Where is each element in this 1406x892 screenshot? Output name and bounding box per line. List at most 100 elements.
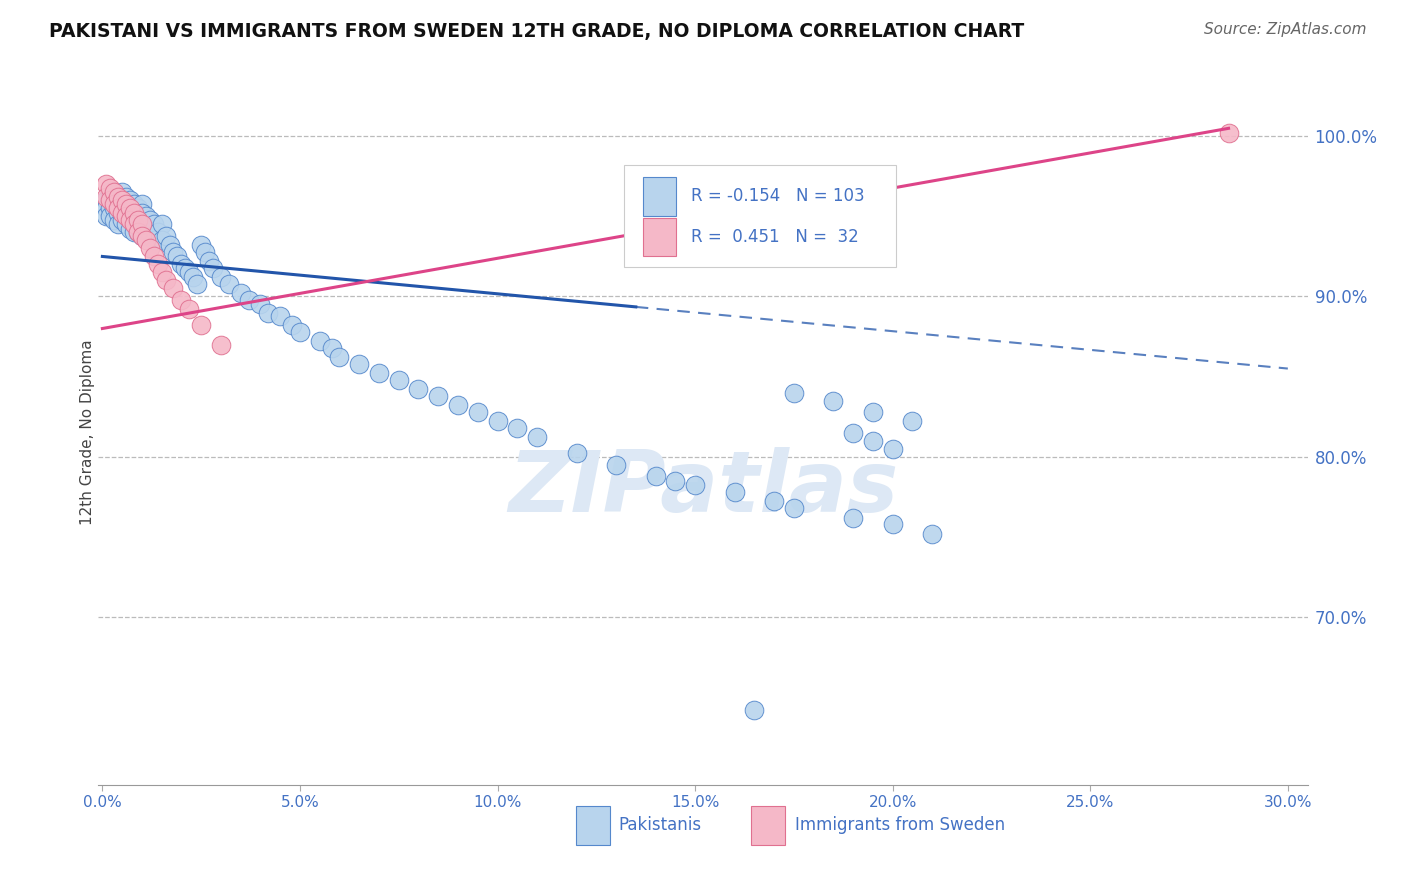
Point xyxy=(190,318,212,333)
Point xyxy=(269,309,291,323)
Point xyxy=(664,474,686,488)
Point xyxy=(115,206,138,220)
Point xyxy=(103,212,125,227)
Point xyxy=(198,254,221,268)
Point xyxy=(103,202,125,216)
Point xyxy=(98,180,121,194)
Point xyxy=(181,270,204,285)
Point xyxy=(202,260,225,275)
Point xyxy=(96,194,118,208)
Point xyxy=(131,206,153,220)
Point xyxy=(162,281,184,295)
Point xyxy=(96,202,118,216)
Point xyxy=(194,244,217,259)
Point xyxy=(190,238,212,252)
Point xyxy=(882,442,904,456)
Point xyxy=(744,703,766,717)
Point xyxy=(842,510,865,524)
Point xyxy=(111,212,134,227)
Point xyxy=(103,186,125,200)
Point xyxy=(683,478,706,492)
Point xyxy=(644,468,666,483)
Point xyxy=(882,516,904,531)
Point xyxy=(166,249,188,264)
Point xyxy=(823,393,845,408)
Point xyxy=(135,234,157,248)
Point xyxy=(921,526,943,541)
Point xyxy=(115,218,138,232)
Point xyxy=(131,228,153,243)
Point xyxy=(103,194,125,208)
Point xyxy=(96,190,118,204)
Point xyxy=(115,210,138,224)
Point xyxy=(111,186,134,200)
Point xyxy=(186,277,208,291)
Point xyxy=(107,206,129,220)
Point xyxy=(98,194,121,208)
Point xyxy=(122,218,145,232)
Point xyxy=(170,293,193,307)
Point xyxy=(111,206,134,220)
Point xyxy=(122,212,145,227)
Bar xyxy=(751,806,785,845)
Point xyxy=(103,186,125,200)
Point xyxy=(763,494,786,508)
FancyBboxPatch shape xyxy=(624,165,897,267)
Point xyxy=(131,228,153,243)
Point xyxy=(131,218,153,232)
Point xyxy=(209,337,232,351)
Point xyxy=(135,210,157,224)
Point xyxy=(388,373,411,387)
Point xyxy=(170,257,193,271)
Point xyxy=(155,273,177,287)
Point xyxy=(118,194,141,208)
Point xyxy=(127,226,149,240)
Point xyxy=(118,202,141,216)
Text: R = -0.154   N = 103: R = -0.154 N = 103 xyxy=(690,187,865,205)
Point xyxy=(139,226,162,240)
Point xyxy=(146,226,169,240)
Point xyxy=(127,226,149,240)
Point xyxy=(218,277,240,291)
Point xyxy=(862,434,884,448)
Point xyxy=(506,421,529,435)
Point xyxy=(111,202,134,216)
Point xyxy=(257,305,280,319)
Point xyxy=(368,367,391,381)
Point xyxy=(174,260,197,275)
Point xyxy=(321,341,343,355)
Point xyxy=(142,234,165,248)
Point xyxy=(115,196,138,211)
Point xyxy=(862,405,884,419)
Point xyxy=(131,218,153,232)
Y-axis label: 12th Grade, No Diploma: 12th Grade, No Diploma xyxy=(80,340,94,525)
Point xyxy=(122,226,145,240)
Point xyxy=(1218,126,1240,140)
Point xyxy=(901,414,924,428)
Point xyxy=(447,398,470,412)
Point xyxy=(118,210,141,224)
Point xyxy=(238,293,260,307)
Point xyxy=(526,430,548,444)
Point xyxy=(111,194,134,208)
Text: Source: ZipAtlas.com: Source: ZipAtlas.com xyxy=(1204,22,1367,37)
Point xyxy=(127,212,149,227)
Point xyxy=(122,206,145,220)
Point xyxy=(229,286,252,301)
Point xyxy=(783,385,806,400)
Point xyxy=(146,257,169,271)
Point xyxy=(122,196,145,211)
Point xyxy=(328,351,350,365)
Bar xyxy=(643,177,676,216)
Point xyxy=(118,202,141,216)
Point xyxy=(162,244,184,259)
Point xyxy=(408,383,430,397)
Point xyxy=(249,297,271,311)
Point xyxy=(127,212,149,227)
Point xyxy=(150,218,173,232)
Text: R =  0.451   N =  32: R = 0.451 N = 32 xyxy=(690,228,859,246)
Point xyxy=(565,446,588,460)
Point xyxy=(115,190,138,204)
Point xyxy=(98,194,121,208)
Text: Immigrants from Sweden: Immigrants from Sweden xyxy=(794,816,1005,835)
